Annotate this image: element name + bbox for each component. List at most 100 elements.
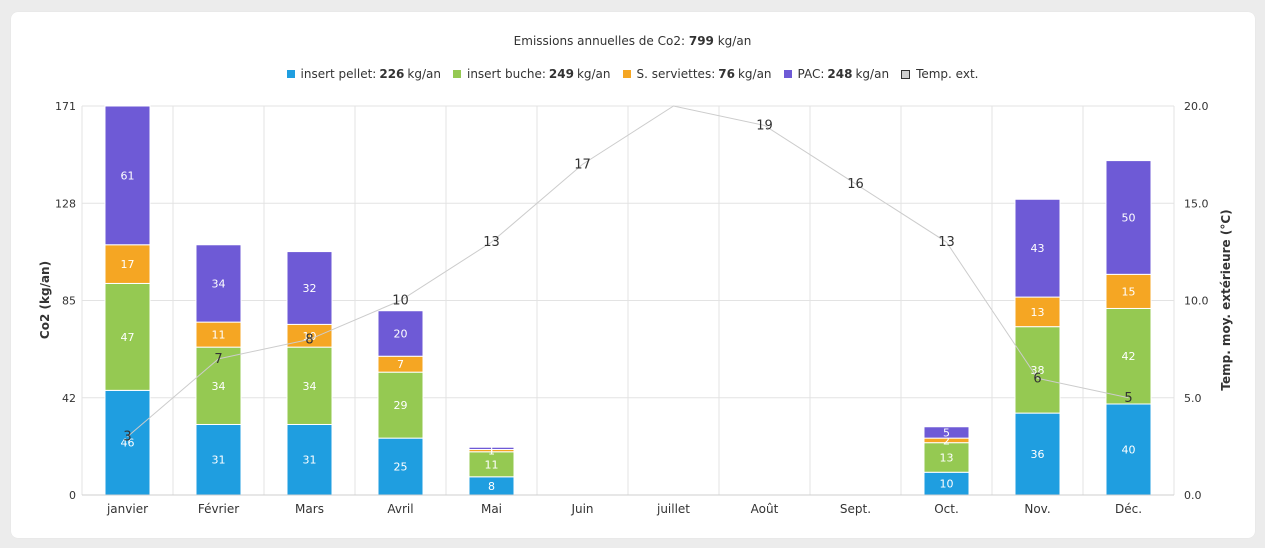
temperature-point-label: 8 [305,332,313,347]
legend-unit-serviettes: kg/an [737,67,772,81]
temperature-point-label: 13 [483,235,500,250]
bar-segment [104,282,151,391]
bar-segment [195,423,242,496]
bar-value-label: 47 [121,331,135,344]
y-right-tick-label: 0.0 [1184,489,1202,502]
x-tick-label: Sept. [840,502,871,516]
temperature-point-label: 16 [847,177,864,192]
bar-value-label: 10 [303,330,317,343]
bar-segment [286,251,333,325]
legend-label-pac: PAC: [797,67,825,81]
bar-value-label: 11 [485,458,499,471]
bar-segment [1105,403,1152,496]
y-left-tick-label: 171 [55,100,76,113]
x-tick-label: Nov. [1024,502,1050,516]
y-left-tick-label: 0 [69,489,76,502]
legend-label-insert-pellet: insert pellet: [300,67,377,81]
bar-value-label: 2 [943,434,950,447]
bar-value-label: 20 [394,327,408,340]
bar-value-label: 15 [1122,285,1136,298]
bar-segment [195,244,242,323]
bar-value-label: 31 [212,454,226,467]
legend-swatch-insert-buche [452,70,461,78]
bar-value-label: 50 [1122,211,1136,224]
bar-segment [286,346,333,425]
chart-bars: 4647176131341134313410322529720811111013… [104,105,1152,496]
chart-title-unit: kg/an [717,34,752,48]
bar-value-label: 34 [212,380,226,393]
bar-segment [377,437,424,496]
bar-value-label: 40 [1122,444,1136,457]
legend-label-insert-buche: insert buche: [466,67,546,81]
bar-value-label: 1 [488,442,495,455]
temperature-point-label: 5 [1124,391,1132,406]
legend-item-temp-ext[interactable]: Temp. ext. [901,67,978,81]
x-tick-label: Avril [387,502,413,516]
legend-total-pac: 248 [827,67,853,81]
bar-value-label: 5 [943,426,950,439]
y-right-tick-label: 5.0 [1184,392,1202,405]
temperature-point-label: 17 [574,157,591,172]
x-tick-label: Déc. [1115,502,1142,516]
legend-item-serviettes[interactable]: S. serviettes: 76 kg/an [622,67,772,81]
legend-swatch-temp-ext [901,69,911,79]
x-tick-label: Août [751,502,779,516]
bar-segment [923,426,970,439]
bar-value-label: 29 [394,399,408,412]
bar-value-label: 42 [1122,350,1136,363]
y-axis-right-label: Temp. moy. extérieure (°C) [1219,209,1233,390]
legend-item-insert-buche[interactable]: insert buche: 249 kg/an [452,67,611,81]
bar-value-label: 10 [940,478,954,491]
temperature-point-label: 10 [392,294,409,309]
x-tick-label: Oct. [934,502,959,516]
bar-segment [468,446,515,451]
temperature-point-label: 3 [123,430,131,445]
legend-total-serviettes: 76 [718,67,735,81]
bar-segment [104,389,151,496]
bar-segment [377,310,424,357]
bar-segment [1105,273,1152,309]
x-tick-label: Mars [295,502,324,516]
bar-value-label: 13 [940,451,954,464]
bar-value-label: 25 [394,461,408,474]
bar-segment [377,371,424,439]
bar-segment [1014,326,1061,414]
bar-segment [195,346,242,425]
bar-value-label: 43 [1031,242,1045,255]
legend-swatch-insert-pellet [286,70,295,78]
bar-segment [1014,198,1061,298]
legend-unit-pac: kg/an [855,67,890,81]
x-tick-label: janvier [106,502,148,516]
x-tick-label: juillet [656,502,690,516]
y-axis-left-label: Co2 (kg/an) [38,261,52,339]
temperature-point-label: 7 [214,352,222,367]
legend-item-pac[interactable]: PAC: 248 kg/an [783,67,890,81]
temperature-point-label: 19 [756,118,773,133]
y-right-tick-label: 15.0 [1184,197,1209,210]
bar-value-label: 17 [121,258,135,271]
legend-unit-insert-buche: kg/an [576,67,611,81]
y-right-tick-label: 20.0 [1184,100,1209,113]
legend-label-serviettes: S. serviettes: [636,67,716,81]
bar-value-label: 31 [303,454,317,467]
temperature-polyline [127,105,1129,438]
chart-title-total: 799 [688,34,714,48]
bar-value-label: 11 [212,329,226,342]
bar-value-label: 13 [1031,306,1045,319]
x-tick-label: Juin [570,502,593,516]
bar-value-label: 32 [303,282,317,295]
chart-title: Emissions annuelles de Co2: 799 kg/an [0,34,1265,48]
x-tick-label: Février [198,502,239,516]
bar-value-label: 61 [121,169,135,182]
y-left-tick-label: 128 [55,197,76,210]
chart-grid [81,105,1175,496]
temperature-point-label: 6 [1033,371,1041,386]
bar-segment [468,451,515,478]
bar-segment [104,105,151,246]
bar-segment [104,244,151,284]
x-tick-label: Mai [481,502,502,516]
legend-item-insert-pellet[interactable]: insert pellet: 226 kg/an [286,67,441,81]
